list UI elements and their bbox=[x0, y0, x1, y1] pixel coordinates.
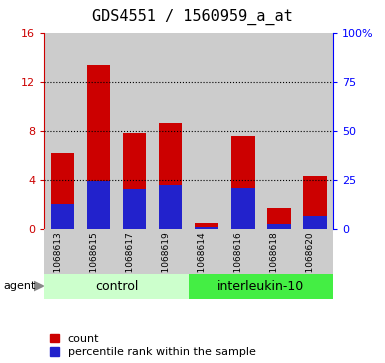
Bar bbox=[44, 274, 189, 299]
Bar bbox=[303, 176, 327, 229]
Bar bbox=[44, 229, 80, 274]
Bar bbox=[297, 33, 333, 229]
Bar bbox=[80, 229, 116, 274]
Text: GSM1068618: GSM1068618 bbox=[270, 231, 279, 292]
Text: agent: agent bbox=[4, 281, 36, 291]
Bar bbox=[116, 229, 152, 274]
Bar bbox=[297, 229, 333, 274]
Bar bbox=[152, 33, 189, 229]
Bar bbox=[159, 184, 182, 229]
Bar bbox=[50, 153, 74, 229]
Bar bbox=[225, 33, 261, 229]
Bar bbox=[303, 216, 327, 229]
Legend: count, percentile rank within the sample: count, percentile rank within the sample bbox=[50, 334, 256, 358]
Text: GSM1068616: GSM1068616 bbox=[234, 231, 243, 292]
Bar bbox=[50, 204, 74, 229]
Bar bbox=[231, 188, 254, 229]
Bar bbox=[267, 224, 291, 229]
Bar bbox=[231, 136, 254, 229]
Text: GSM1068615: GSM1068615 bbox=[89, 231, 99, 292]
Bar bbox=[195, 228, 218, 229]
Text: GSM1068619: GSM1068619 bbox=[162, 231, 171, 292]
Bar bbox=[159, 123, 182, 229]
Bar bbox=[225, 229, 261, 274]
Bar bbox=[261, 229, 297, 274]
Text: GSM1068614: GSM1068614 bbox=[198, 231, 207, 291]
Bar bbox=[87, 65, 110, 229]
Text: GDS4551 / 1560959_a_at: GDS4551 / 1560959_a_at bbox=[92, 9, 293, 25]
Bar bbox=[80, 33, 116, 229]
Bar bbox=[152, 229, 189, 274]
Bar bbox=[189, 229, 225, 274]
Bar bbox=[123, 133, 146, 229]
Bar bbox=[44, 33, 80, 229]
Bar bbox=[261, 33, 297, 229]
Text: interleukin-10: interleukin-10 bbox=[217, 280, 305, 293]
Text: GSM1068613: GSM1068613 bbox=[53, 231, 62, 292]
Polygon shape bbox=[34, 281, 44, 291]
Text: GSM1068620: GSM1068620 bbox=[306, 231, 315, 291]
Bar bbox=[116, 33, 152, 229]
Text: GSM1068617: GSM1068617 bbox=[126, 231, 134, 292]
Bar bbox=[87, 181, 110, 229]
Bar bbox=[195, 223, 218, 229]
Bar bbox=[267, 208, 291, 229]
Bar bbox=[189, 33, 225, 229]
Bar bbox=[123, 189, 146, 229]
Bar bbox=[189, 274, 333, 299]
Text: control: control bbox=[95, 280, 138, 293]
